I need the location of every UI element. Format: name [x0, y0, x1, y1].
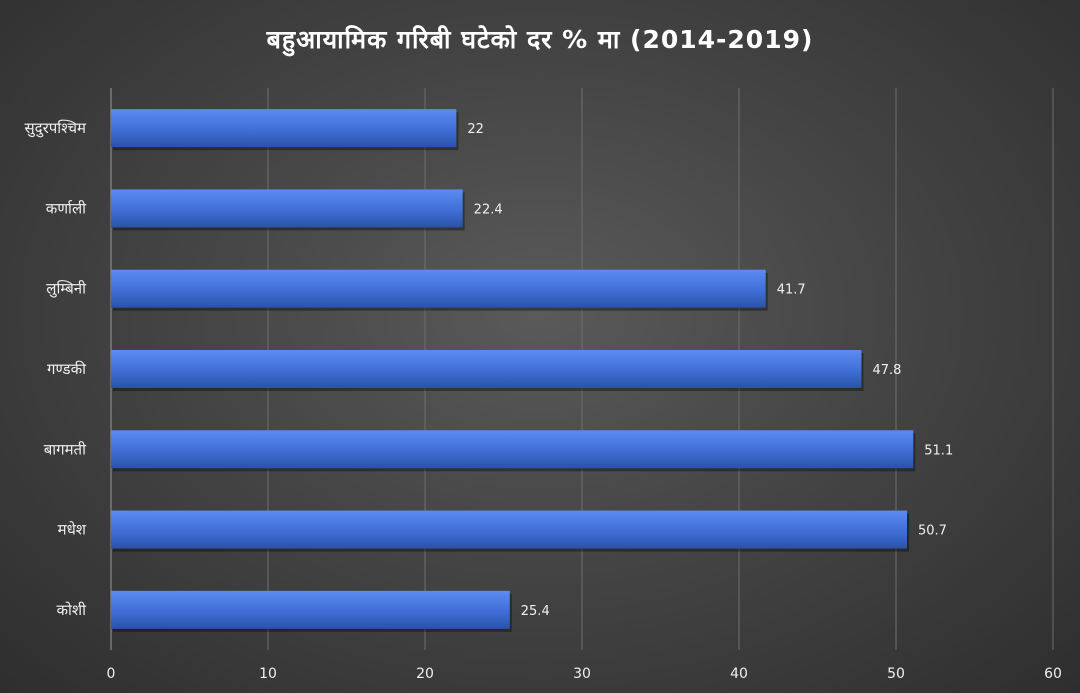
- data-label-1: 22.4: [474, 202, 503, 217]
- data-label-6: 25.4: [521, 604, 550, 619]
- x-tick-label-50: 50: [887, 666, 905, 682]
- bar-2: [111, 269, 766, 308]
- x-tick-label-0: 0: [107, 666, 116, 682]
- data-label-4: 51.1: [924, 443, 953, 458]
- bar-4: [111, 430, 914, 469]
- category-label-1: कर्णाली: [46, 199, 87, 217]
- bar-5: [111, 510, 907, 549]
- x-tick-label-60: 60: [1044, 666, 1062, 682]
- category-label-4: बागमती: [44, 440, 87, 458]
- bar-0: [111, 109, 457, 148]
- data-label-3: 47.8: [872, 363, 901, 378]
- x-tick-label-40: 40: [730, 666, 748, 682]
- category-label-2: लुम्बिनी: [46, 280, 87, 299]
- data-label-2: 41.7: [777, 283, 806, 298]
- category-label-3: गण्डकी: [47, 360, 87, 378]
- data-label-5: 50.7: [918, 524, 947, 539]
- x-tick-label-30: 30: [573, 666, 591, 682]
- bar-1: [111, 189, 463, 228]
- bars: [111, 109, 916, 632]
- data-label-0: 22: [467, 122, 484, 137]
- bar-3: [111, 350, 862, 388]
- x-tick-label-20: 20: [416, 666, 434, 682]
- category-label-5: मधेश: [58, 521, 87, 539]
- labels: 0 10 20 30 40 50 60 सुदुरपश्चिम 22 कर्णाली 22.4 लुम…: [24, 119, 1061, 682]
- chart-title: बहुआयामिक गरिबी घटेको दर % मा (2014-2019…: [266, 25, 814, 54]
- bar-6: [111, 590, 510, 629]
- x-tick-label-10: 10: [259, 666, 277, 682]
- category-label-0: सुदुरपश्चिम: [24, 119, 87, 138]
- category-label-6: कोशी: [57, 601, 88, 619]
